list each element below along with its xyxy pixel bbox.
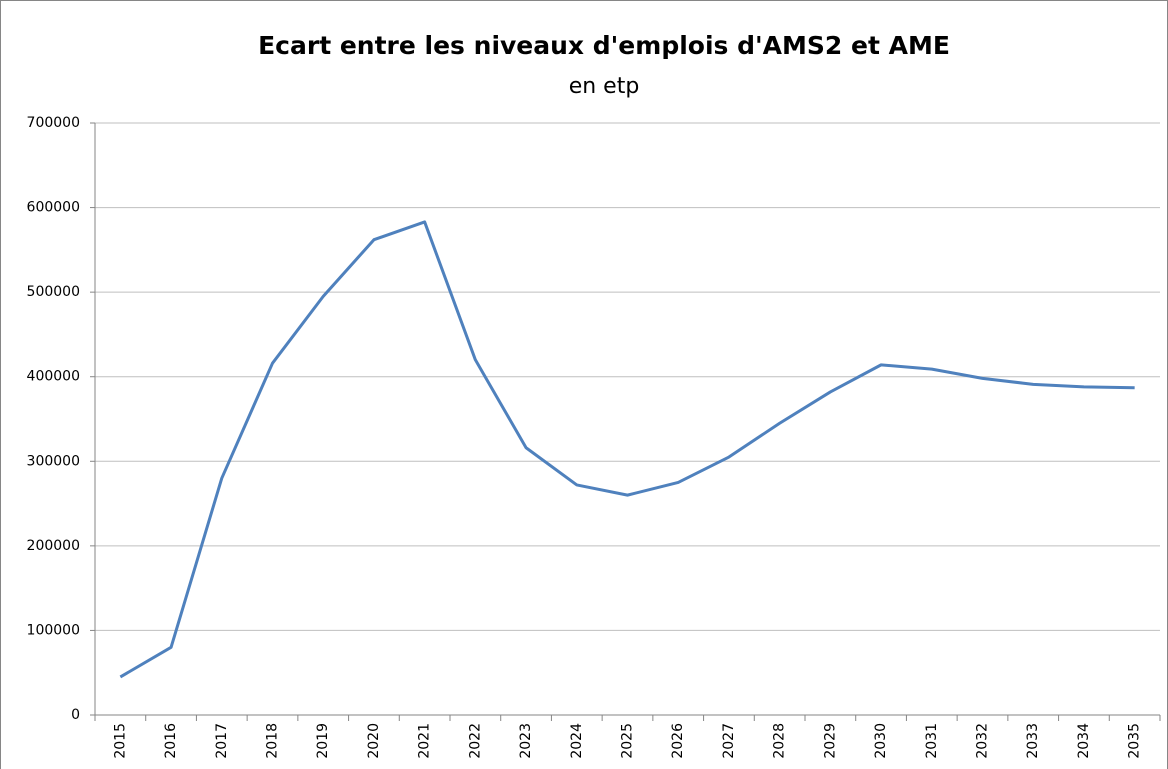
x-tick-label: 2024	[569, 723, 585, 759]
x-tick-label: 2017	[214, 723, 230, 759]
y-tick-label: 700000	[27, 115, 80, 131]
y-tick-label: 200000	[27, 538, 80, 554]
y-tick-label: 600000	[27, 200, 80, 216]
y-tick-label: 100000	[27, 622, 80, 638]
y-tick-label: 0	[71, 707, 80, 723]
x-tick-label: 2026	[670, 723, 686, 759]
x-tick-label: 2027	[721, 723, 737, 759]
x-tick-label: 2022	[467, 723, 483, 759]
x-tick-label: 2025	[620, 723, 636, 759]
y-tick-label: 400000	[27, 369, 80, 385]
x-tick-label: 2018	[265, 723, 281, 759]
x-tick-label: 2015	[112, 723, 128, 759]
x-tick-label: 2029	[822, 723, 838, 759]
x-tick-label: 2032	[975, 723, 991, 759]
x-tick-label: 2019	[315, 723, 331, 759]
x-tick-label: 2028	[772, 723, 788, 759]
x-tick-label: 2016	[163, 723, 179, 759]
x-tick-label: 2031	[924, 723, 940, 759]
x-tick-label: 2034	[1076, 723, 1092, 759]
x-tick-label: 2033	[1025, 723, 1041, 759]
y-tick-label: 300000	[27, 453, 80, 469]
x-tick-label: 2023	[518, 723, 534, 759]
line-series	[119, 220, 1135, 679]
x-tick-label: 2035	[1127, 723, 1143, 759]
chart-subtitle: en etp	[569, 74, 640, 99]
x-tick-label: 2020	[366, 723, 382, 759]
chart-title: Ecart entre les niveaux d'emplois d'AMS2…	[258, 31, 950, 60]
y-tick-label: 500000	[27, 284, 80, 300]
x-tick-label: 2021	[417, 723, 433, 759]
x-tick-label: 2030	[873, 723, 889, 759]
